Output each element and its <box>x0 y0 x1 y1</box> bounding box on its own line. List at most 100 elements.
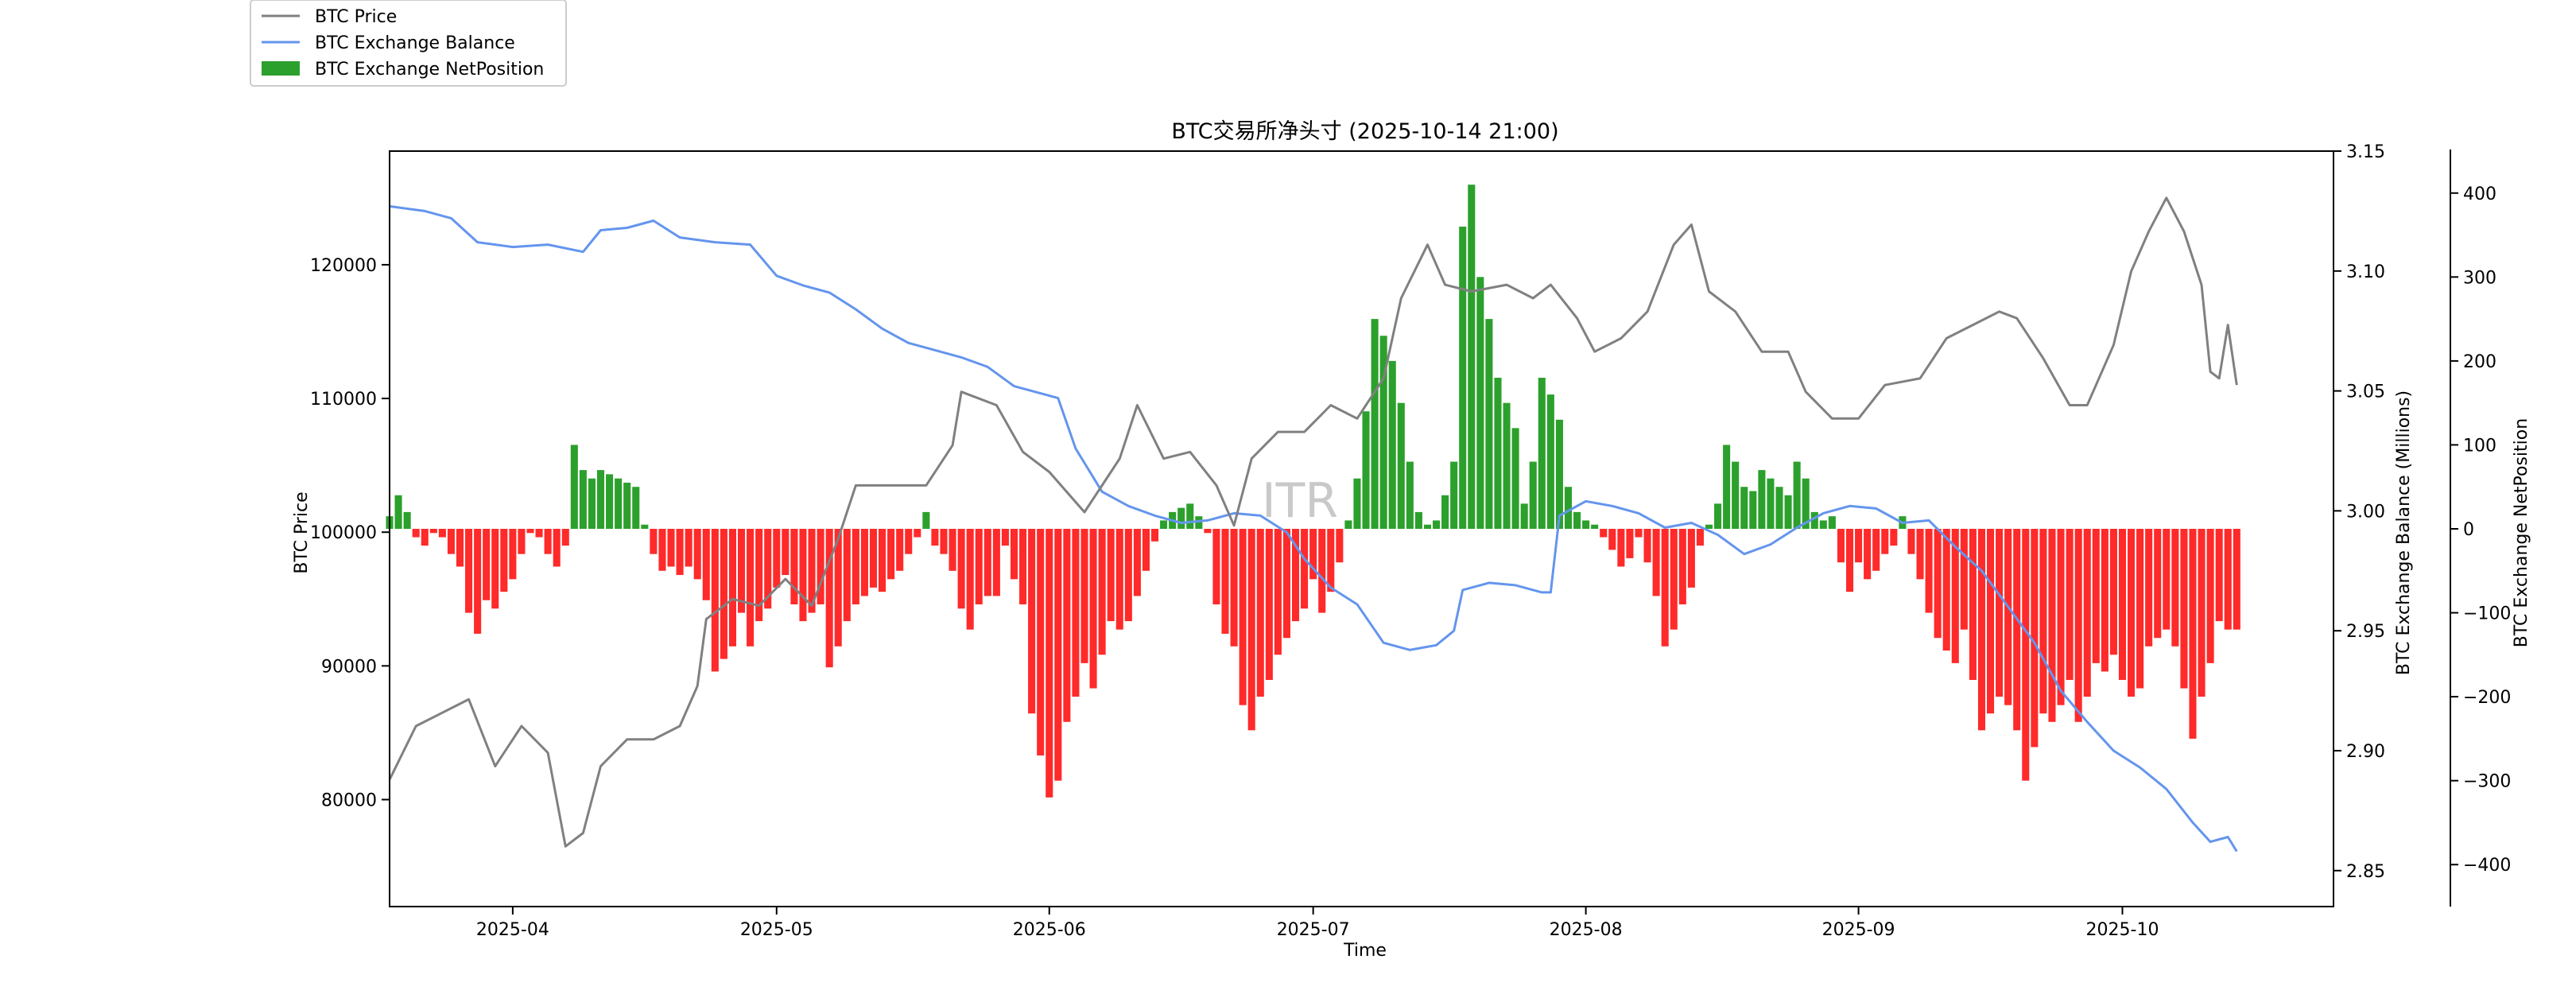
netposition-bar <box>1204 529 1212 534</box>
netposition-bar <box>1845 529 1854 592</box>
netposition-bar <box>2048 529 2056 722</box>
balance-axis: 2.85 2.90 2.95 3.00 3.05 3.10 3.15 <box>2334 142 2385 882</box>
netposition-bar <box>1072 529 1080 697</box>
netposition-bar <box>843 529 851 622</box>
netposition-bar <box>879 529 886 592</box>
netposition-bar <box>1934 529 1942 639</box>
netposition-bar <box>1221 529 1229 634</box>
netposition-bar <box>535 529 543 538</box>
netposition-bar <box>465 529 473 613</box>
netposition-bar <box>2180 529 2188 689</box>
netposition-bar <box>1881 529 1889 554</box>
netposition-bar <box>650 529 658 554</box>
netposition-bar <box>905 529 913 554</box>
netposition-bar <box>1186 503 1194 529</box>
netposition-bar <box>1617 529 1625 567</box>
balance-axis-label: BTC Exchange Balance (Millions) <box>2394 390 2414 675</box>
netposition-bar <box>2101 529 2109 672</box>
netposition-bar <box>1441 495 1449 529</box>
netposition-bar <box>773 529 781 588</box>
x-tick-label: 2025-04 <box>476 920 549 940</box>
netposition-bar <box>544 529 552 554</box>
netposition-bar <box>914 529 921 538</box>
netposition-bar <box>1063 529 1071 722</box>
netposition-bar <box>685 529 692 567</box>
netposition-bar <box>1503 402 1511 529</box>
balance-tick-label: 3.05 <box>2346 383 2385 402</box>
netposition-bar <box>394 495 402 529</box>
netposition-bar <box>1626 529 1634 558</box>
netposition-bar <box>2031 529 2039 748</box>
netposition-bar <box>1423 524 1432 529</box>
netposition-bar <box>403 511 411 529</box>
netposition-bar <box>1608 529 1616 550</box>
netposition-bar <box>931 529 939 546</box>
netposition-bar <box>1687 529 1695 588</box>
legend-label: BTC Exchange NetPosition <box>315 60 544 80</box>
netposition-bar <box>1723 445 1731 529</box>
netposition-bar <box>1309 529 1317 580</box>
netposition-bar <box>1951 529 1959 663</box>
netposition-bar <box>1511 428 1519 529</box>
plot-frame <box>389 150 2334 907</box>
netposition-bar <box>1388 360 1396 529</box>
netposition-bar <box>983 529 991 596</box>
price-axis: 80000 90000 100000 110000 120000 <box>310 256 390 810</box>
netposition-tick-label: 400 <box>2463 184 2496 204</box>
netposition-bar <box>1046 529 1053 798</box>
netposition-bar <box>1819 520 1827 529</box>
netposition-bar <box>2118 529 2127 680</box>
netposition-bar <box>1371 319 1379 529</box>
netposition-bar <box>1450 461 1458 529</box>
netposition-bar <box>887 529 895 580</box>
netposition-bar <box>693 529 701 580</box>
netposition-bar <box>1239 529 1247 705</box>
netposition-bar <box>500 529 508 592</box>
netposition-bar <box>1555 419 1563 529</box>
netposition-bar <box>711 529 719 672</box>
netposition-bar <box>2128 529 2136 697</box>
netposition-bar <box>1414 511 1422 529</box>
netposition-bar <box>2233 529 2240 630</box>
netposition-bar <box>474 529 482 634</box>
netposition-bar <box>1301 529 1309 609</box>
price-tick-label: 120000 <box>310 256 377 276</box>
netposition-tick-label: −400 <box>2463 856 2511 876</box>
netposition-bar <box>1001 529 1009 546</box>
netposition-bar <box>1089 529 1097 689</box>
netposition-bar <box>676 529 684 576</box>
netposition-bar <box>1115 529 1123 630</box>
price-tick-label: 80000 <box>321 790 377 810</box>
netposition-bar <box>2083 529 2091 697</box>
netposition-bar <box>2057 529 2065 705</box>
netposition-bar <box>579 470 587 529</box>
watermark: ITR <box>1262 473 1338 529</box>
x-axis-label: Time <box>1343 941 1387 961</box>
netposition-bar <box>1177 507 1185 529</box>
netposition-bar <box>1538 378 1546 529</box>
netposition-bar <box>1591 524 1599 529</box>
netposition-bar <box>1282 529 1290 639</box>
netposition-bar <box>1749 491 1757 529</box>
netposition-bar <box>1150 529 1159 542</box>
netposition-bar <box>1318 529 1326 613</box>
netposition-bar <box>2206 529 2214 663</box>
netposition-bar <box>1468 184 1476 529</box>
price-tick-label: 90000 <box>321 657 377 677</box>
netposition-bar <box>483 529 491 600</box>
netposition-bar <box>2163 529 2171 630</box>
netposition-bar <box>1362 411 1370 529</box>
netposition-bar <box>1793 461 1801 529</box>
netposition-bar <box>447 529 455 554</box>
netposition-bar <box>509 529 517 580</box>
netposition-bar <box>1494 378 1502 529</box>
netposition-bar <box>1406 461 1414 529</box>
legend-box <box>250 0 567 87</box>
netposition-bar <box>1344 520 1352 529</box>
netposition-bar <box>1265 529 1273 680</box>
netposition-bar <box>852 529 859 604</box>
netposition-bar <box>949 529 956 571</box>
netposition-bar <box>2215 529 2223 622</box>
netposition-bar <box>1696 529 1704 546</box>
netposition-bar <box>1080 529 1088 663</box>
